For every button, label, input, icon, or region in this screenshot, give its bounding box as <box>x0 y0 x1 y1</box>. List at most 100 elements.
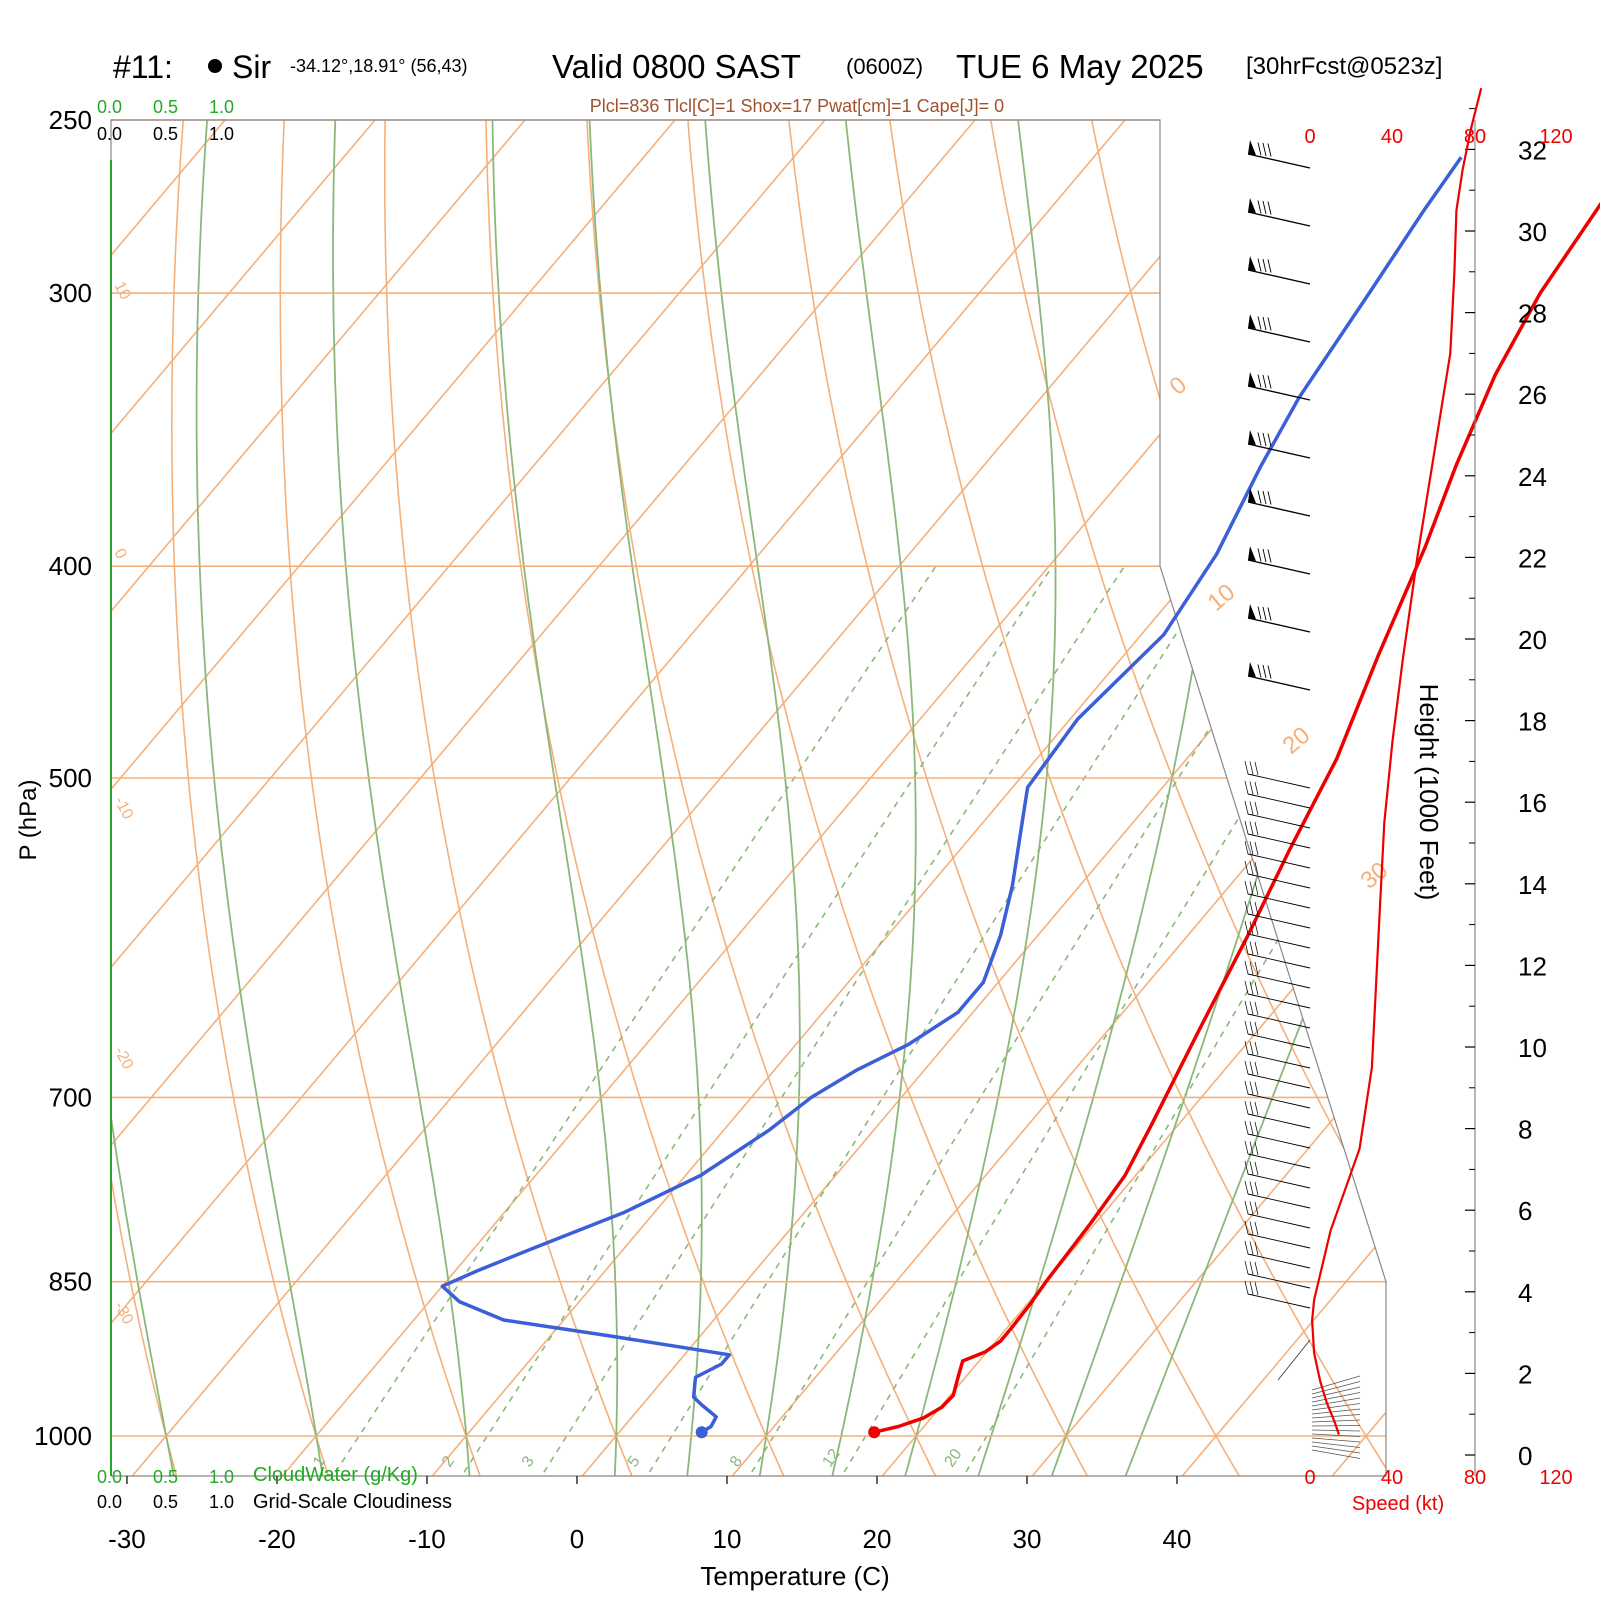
mixing-ratio-line <box>642 565 1221 1476</box>
height-tick-label: 18 <box>1518 707 1547 737</box>
cloudiness-tick-bottom: 1.0 <box>209 1492 234 1512</box>
temperature-axis: -30 -20 -10 0 10 20 30 40 <box>108 1476 1191 1554</box>
wind-barb-staff <box>1247 873 1311 889</box>
y-tick-label: 300 <box>49 278 92 308</box>
cloudiness-axis-title: Grid-Scale Cloudiness <box>253 1491 452 1513</box>
isobars <box>111 119 1386 1437</box>
wind-barb-feather <box>1254 1281 1259 1296</box>
x-tick-label: -30 <box>108 1524 146 1554</box>
wind-barb-feather <box>1262 258 1267 273</box>
wind-barb-staff <box>1247 973 1311 989</box>
upper-isotherm-label: 20 <box>1278 722 1316 760</box>
isotherm-line <box>111 120 376 1476</box>
speed-tick-label-top: 40 <box>1381 126 1403 148</box>
wind-barb-staff <box>1247 953 1311 969</box>
surface-dewpoint-marker <box>695 1426 708 1439</box>
wind-barb-feather <box>1254 1181 1259 1196</box>
wind-barb-staff <box>1247 153 1311 169</box>
wind-barb-staff <box>1247 617 1311 633</box>
wind-barb-feather <box>1244 1160 1249 1175</box>
wind-barb-feather <box>1254 941 1259 956</box>
wind-barb-feather <box>1254 1021 1259 1036</box>
wind-barb-feather <box>1244 1120 1249 1135</box>
wind-barb-staff <box>1247 1093 1311 1109</box>
cloud-water-axis-title: CloudWater (g/Kg) <box>253 1464 418 1486</box>
wind-barb-feather <box>1254 1221 1259 1236</box>
height-tick-label: 30 <box>1518 217 1547 247</box>
wind-barb-feather <box>1254 841 1259 856</box>
wind-barb-feather <box>1249 761 1254 775</box>
dry-adiabat-line <box>586 120 940 1476</box>
wind-barb-feather <box>1244 820 1249 835</box>
wind-barb-staff-low <box>1311 1437 1361 1443</box>
wind-barb-feather <box>1249 1181 1254 1195</box>
dry-adiabat-line <box>485 120 788 1476</box>
wind-barb-feather <box>1244 1060 1249 1075</box>
height-tick-label: 22 <box>1518 543 1547 573</box>
moist-adiabat-line <box>704 120 801 1476</box>
wind-barb-feather <box>1262 200 1267 215</box>
wind-barb-feather <box>1244 780 1249 795</box>
height-tick-label: 0 <box>1518 1441 1532 1471</box>
wind-barb-feather <box>1254 1041 1259 1056</box>
isotherms <box>111 120 1386 1476</box>
wind-barb-feather <box>1254 1201 1259 1216</box>
moist-adiabat-line <box>491 120 619 1476</box>
wind-barb-feather <box>1249 921 1254 935</box>
wind-barb-staff <box>1247 269 1311 285</box>
temperature-profile-line <box>873 201 1600 1434</box>
wind-barb-feather <box>1244 1200 1249 1215</box>
wind-barb-staff <box>1247 813 1311 829</box>
wind-barb-staff <box>1247 501 1311 517</box>
isotherm-line <box>1176 120 1386 1476</box>
height-tick-label: 12 <box>1518 951 1547 981</box>
wind-barb-feather <box>1262 664 1267 679</box>
wind-barb-staff <box>1247 833 1311 849</box>
isotherm-label: 0 <box>110 546 129 562</box>
wind-barb-feather <box>1249 981 1254 995</box>
upper-isotherm-label: 30 <box>1356 857 1394 895</box>
height-axis-title: Height (1000 Feet) <box>1414 684 1444 901</box>
isotherm-line <box>111 120 976 1476</box>
wind-barb-feather <box>1267 317 1272 331</box>
wind-barb-feather <box>1244 760 1249 775</box>
wind-barb-feather <box>1257 374 1262 388</box>
wind-barb-staff <box>1247 1273 1311 1289</box>
speed-tick-label-top: 0 <box>1304 126 1315 148</box>
isotherm-label: -30 <box>110 1299 136 1327</box>
wind-barb-staff-low <box>1311 1375 1361 1391</box>
wind-barb-feather <box>1244 860 1249 875</box>
wind-barb-feather <box>1244 1080 1249 1095</box>
wind-barb-feather <box>1254 781 1259 796</box>
wind-barb-feather <box>1249 821 1254 835</box>
wind-barb-feather <box>1257 316 1262 330</box>
height-tick-label: 20 <box>1518 625 1547 655</box>
mixing-ratio-line <box>744 565 1312 1476</box>
wind-barb-feather <box>1257 490 1262 504</box>
wind-barb-staff <box>1247 993 1311 1009</box>
zulu-time: (0600Z) <box>846 54 923 79</box>
wind-barb-staff <box>1247 853 1311 869</box>
wind-barb-feather <box>1254 821 1259 836</box>
x-tick-label: 20 <box>863 1524 892 1554</box>
x-tick-label: 40 <box>1163 1524 1192 1554</box>
wind-barb-feather <box>1267 549 1272 563</box>
wind-barb-staff <box>1247 1053 1311 1069</box>
wind-barb-staff <box>1247 1153 1311 1169</box>
x-tick-label: 0 <box>570 1524 584 1554</box>
wind-barb-feather <box>1254 1101 1259 1116</box>
wind-barb-staff-low <box>1311 1408 1361 1415</box>
wind-barb-staff <box>1247 443 1311 459</box>
moist-adiabat-line <box>195 120 325 1476</box>
wind-barb-staff <box>1247 1073 1311 1089</box>
isotherm-labels: 10 0 -10 -20 -30 0 10 20 30 <box>110 279 1393 1327</box>
wind-barb-feather <box>1244 960 1249 975</box>
isotherm-label: -20 <box>110 1044 136 1072</box>
wind-barb-staff-low <box>1311 1441 1361 1448</box>
height-tick-label: 16 <box>1518 788 1547 818</box>
height-tick-label: 2 <box>1518 1359 1532 1389</box>
wind-barb-staff <box>1247 1133 1311 1149</box>
wind-barb-feather <box>1244 980 1249 995</box>
upper-isotherm-label: 10 <box>1203 579 1241 617</box>
wind-barb-feather <box>1262 432 1267 447</box>
